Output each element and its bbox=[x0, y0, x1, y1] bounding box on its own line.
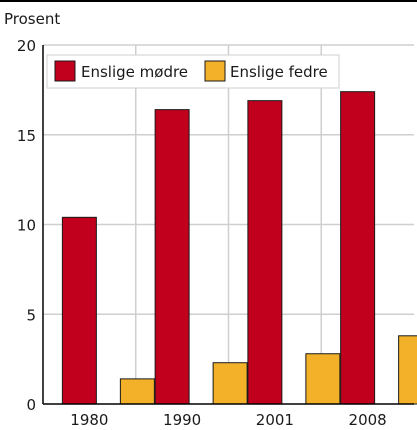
y-tick-label: 20 bbox=[17, 37, 36, 55]
legend-swatch-enslige-fedre bbox=[204, 60, 226, 82]
x-tick-label: 1990 bbox=[163, 411, 201, 429]
y-tick-labels: 0 5 10 15 20 bbox=[17, 37, 36, 414]
bar-enslige-fedre-2008 bbox=[398, 335, 417, 405]
y-tick-label: 10 bbox=[17, 217, 36, 235]
x-tick-label: 2001 bbox=[256, 411, 294, 429]
legend-swatch-enslige-modre bbox=[54, 60, 76, 82]
x-tick-labels: 1980 1990 2001 2008 bbox=[70, 411, 386, 429]
bar-enslige-modre-2001 bbox=[247, 100, 283, 405]
x-tick-label: 1980 bbox=[70, 411, 108, 429]
legend-label: Enslige fedre bbox=[230, 63, 328, 81]
y-tick-label: 0 bbox=[26, 396, 36, 414]
bar-enslige-fedre-1980 bbox=[119, 378, 155, 405]
top-rule bbox=[0, 0, 417, 2]
y-tick-label: 15 bbox=[17, 127, 36, 145]
legend-label: Enslige mødre bbox=[81, 63, 188, 81]
x-tick-label: 2008 bbox=[349, 411, 387, 429]
legend-box bbox=[46, 54, 340, 89]
axes bbox=[42, 45, 414, 405]
bar-enslige-modre-2008 bbox=[340, 91, 376, 405]
bar-enslige-fedre-2001 bbox=[305, 353, 341, 405]
y-axis-label: Prosent bbox=[4, 10, 60, 28]
bar-enslige-modre-1980 bbox=[61, 216, 97, 405]
legend: Enslige mødre Enslige fedre bbox=[46, 54, 340, 89]
y-tick-label: 5 bbox=[26, 306, 36, 324]
bars bbox=[61, 91, 417, 405]
bar-enslige-modre-1990 bbox=[154, 109, 190, 405]
bar-enslige-fedre-1990 bbox=[212, 362, 248, 405]
